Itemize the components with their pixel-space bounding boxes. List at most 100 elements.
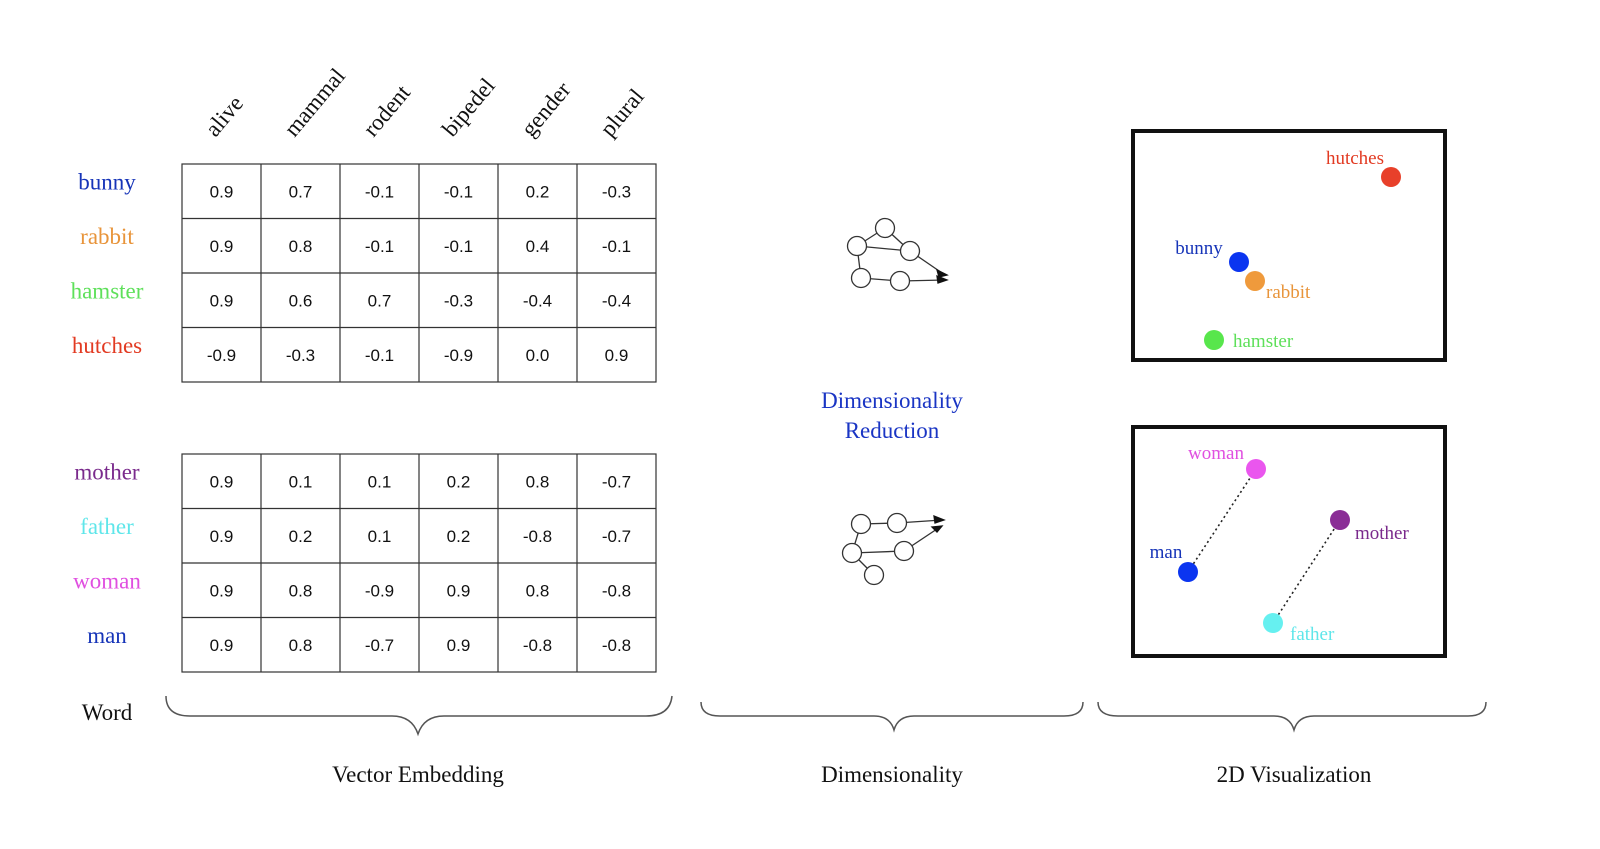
section-label-2d-visualization: 2D Visualization [1217, 762, 1372, 787]
table-cell: -0.1 [365, 346, 394, 365]
dimensionality-reduction-label-line2: Reduction [845, 418, 940, 443]
table-cell: 0.8 [289, 237, 313, 256]
word-label-hamster: hamster [71, 278, 144, 303]
column-header-mammal: mammal [279, 63, 350, 141]
point-label-hamster: hamster [1233, 331, 1294, 352]
point-hutches [1381, 167, 1401, 187]
section-label-vector-embedding: Vector Embedding [332, 762, 504, 787]
point-woman [1246, 459, 1266, 479]
table-cell: -0.7 [602, 527, 631, 546]
table-cell: -0.3 [602, 182, 631, 201]
point-mother [1330, 510, 1350, 530]
word-label-father: father [80, 514, 134, 539]
network-icon-top [846, 217, 949, 292]
table-cell: -0.3 [444, 291, 473, 310]
word-label-bunny: bunny [78, 169, 136, 194]
plot-frame-people [1131, 425, 1447, 658]
point-label-bunny: bunny [1175, 238, 1223, 259]
table-cell: -0.9 [365, 581, 394, 600]
link-father-mother [1272, 519, 1341, 624]
table-cell: 0.9 [210, 581, 234, 600]
column-header-gender: gender [516, 77, 576, 141]
brace-vector-embedding [165, 695, 673, 737]
table-cell: 0.2 [289, 527, 313, 546]
point-rabbit [1245, 271, 1265, 291]
embedding-table-1: 0.9 0.7 -0.1 -0.1 0.2 -0.3 0.9 0.8 -0.1 -0.1 0.4 -0… [181, 163, 657, 383]
table-cell: 0.9 [210, 291, 234, 310]
table-cell: -0.1 [602, 237, 631, 256]
scatter-plot-2: woman mother man father [1150, 443, 1410, 645]
point-label-father: father [1290, 624, 1335, 645]
table-cell: 0.8 [526, 581, 550, 600]
table-cell: 0.9 [447, 636, 471, 655]
word-heading: Word [82, 700, 133, 725]
word-label-mother: mother [74, 459, 139, 484]
scatter-plots: hutches bunny rabbit hamster woman mother man f… [1150, 148, 1410, 645]
table-cell: 0.9 [210, 472, 234, 491]
table-cell: 0.8 [526, 472, 550, 491]
table-cell: 0.7 [289, 182, 313, 201]
column-header-bipedel: bipedel [437, 73, 500, 141]
point-bunny [1229, 252, 1249, 272]
table-cell: 0.4 [526, 237, 550, 256]
section-label-dimensionality: Dimensionality [821, 762, 963, 787]
point-label-woman: woman [1188, 443, 1244, 464]
table-cell: -0.8 [602, 581, 631, 600]
table-cell: 0.1 [368, 527, 392, 546]
table-cell: -0.8 [523, 527, 552, 546]
table-cell: 0.1 [289, 472, 313, 491]
table-cell: -0.8 [602, 636, 631, 655]
embedding-table-2: 0.9 0.1 0.1 0.2 0.8 -0.7 0.9 0.2 0.1 0.2 -0.8 -0.7 0… [181, 453, 657, 673]
table-cell: -0.9 [444, 346, 473, 365]
network-icon-bottom [841, 512, 946, 586]
table-cell: 0.9 [210, 182, 234, 201]
word-labels: bunny rabbit hamster hutches mother father wom… [71, 169, 144, 648]
scatter-plot-1: hutches bunny rabbit hamster [1175, 148, 1401, 352]
table-cell: 0.2 [447, 472, 471, 491]
table-cell: -0.7 [602, 472, 631, 491]
table-cell: 0.6 [289, 291, 313, 310]
table-cell: 0.9 [210, 237, 234, 256]
word-label-hutches: hutches [72, 333, 142, 358]
brace-dimensionality [700, 701, 1084, 733]
brace-2d-visualization [1097, 701, 1487, 733]
table-cell: -0.1 [444, 182, 473, 201]
table-cell: 0.9 [605, 346, 629, 365]
dimensionality-reduction-label-line1: Dimensionality [821, 388, 963, 413]
table-cell: -0.9 [207, 346, 236, 365]
table-cell: -0.1 [365, 182, 394, 201]
table-cell: 0.7 [368, 291, 392, 310]
point-label-man: man [1150, 542, 1183, 563]
point-label-hutches: hutches [1326, 148, 1384, 169]
point-man [1178, 562, 1198, 582]
link-man-woman [1187, 468, 1257, 573]
table-cell: -0.3 [286, 346, 315, 365]
word-label-woman: woman [73, 568, 141, 593]
point-label-rabbit: rabbit [1266, 282, 1311, 303]
table-cell: 0.8 [289, 581, 313, 600]
word-label-man: man [87, 623, 127, 648]
embedding-tables: 0.9 0.7 -0.1 -0.1 0.2 -0.3 0.9 0.8 -0.1 -0.1 0.4 -0… [181, 163, 657, 673]
table-cell: -0.8 [523, 636, 552, 655]
table-cell: 0.2 [447, 527, 471, 546]
column-header-rodent: rodent [358, 80, 415, 142]
table-cell: -0.7 [365, 636, 394, 655]
point-label-mother: mother [1355, 523, 1409, 544]
table-cell: 0.9 [447, 581, 471, 600]
table-cell: 0.9 [210, 636, 234, 655]
word-label-rabbit: rabbit [80, 224, 134, 249]
column-header-alive: alive [200, 91, 248, 141]
table-cell: -0.1 [444, 237, 473, 256]
column-header-plural: plural [595, 84, 649, 141]
plot-frame-animals [1131, 129, 1447, 362]
table-cell: 0.9 [210, 527, 234, 546]
table-cell: 0.1 [368, 472, 392, 491]
point-hamster [1204, 330, 1224, 350]
point-father [1263, 613, 1283, 633]
feature-column-headers: alive mammal rodent bipedel gender plural [200, 63, 649, 141]
table-cell: 0.0 [526, 346, 550, 365]
table-cell: -0.1 [365, 237, 394, 256]
table-cell: -0.4 [602, 291, 631, 310]
table-cell: 0.2 [526, 182, 550, 201]
